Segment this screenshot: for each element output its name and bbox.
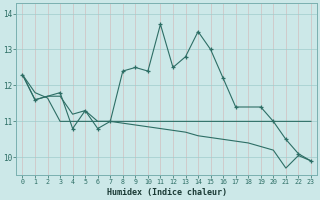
X-axis label: Humidex (Indice chaleur): Humidex (Indice chaleur): [107, 188, 227, 197]
